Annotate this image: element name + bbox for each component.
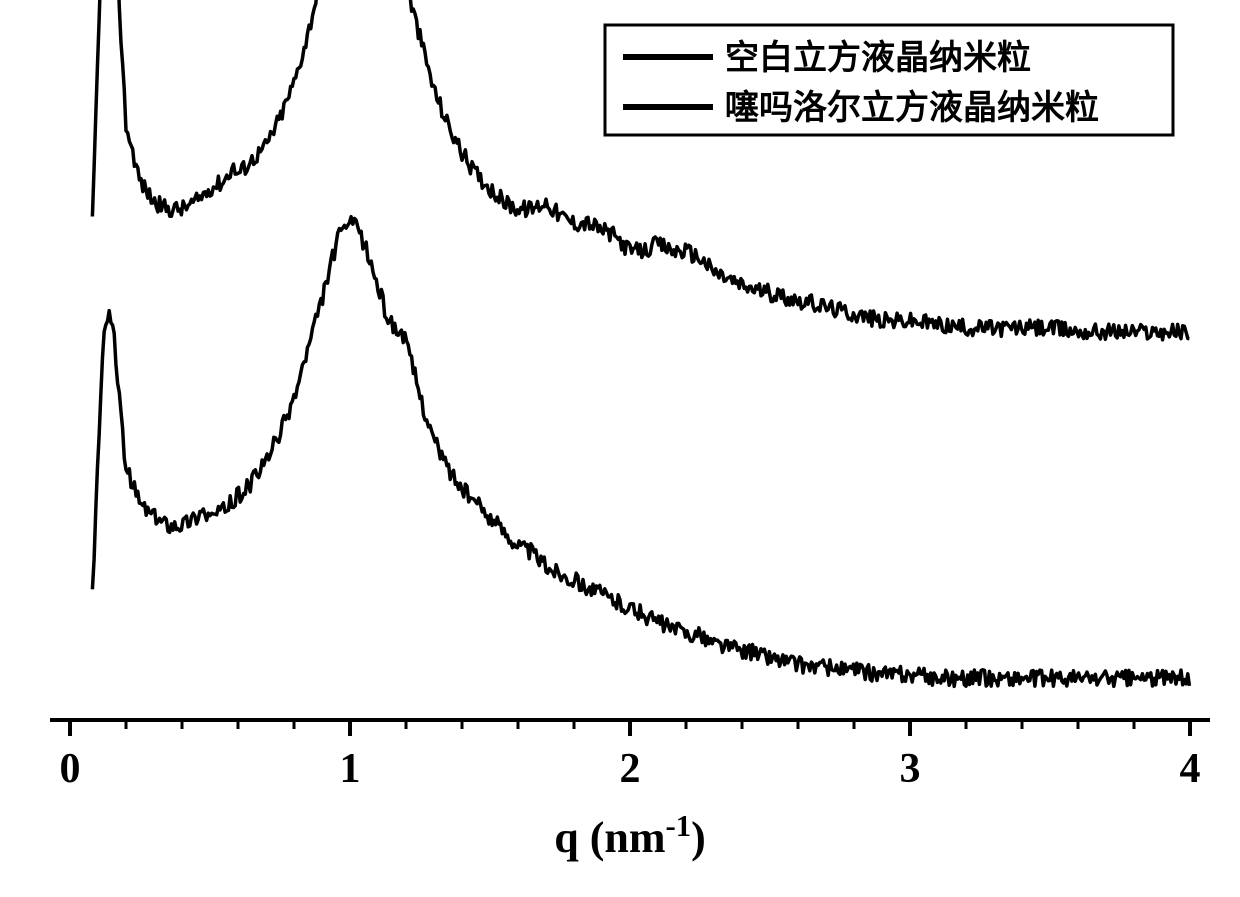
x-tick-label: 2 <box>620 746 641 792</box>
x-tick-label: 1 <box>340 746 361 792</box>
saxs-chart: 01234q (nm-1)空白立方液晶纳米粒噻吗洛尔立方液晶纳米粒 <box>0 0 1240 897</box>
x-tick-label: 3 <box>900 746 921 792</box>
x-tick-label: 4 <box>1180 746 1201 792</box>
legend-label: 噻吗洛尔立方液晶纳米粒 <box>725 89 1099 127</box>
chart-container: 01234q (nm-1)空白立方液晶纳米粒噻吗洛尔立方液晶纳米粒 <box>0 0 1240 897</box>
x-tick-label: 0 <box>60 746 81 792</box>
legend-label: 空白立方液晶纳米粒 <box>725 39 1031 77</box>
